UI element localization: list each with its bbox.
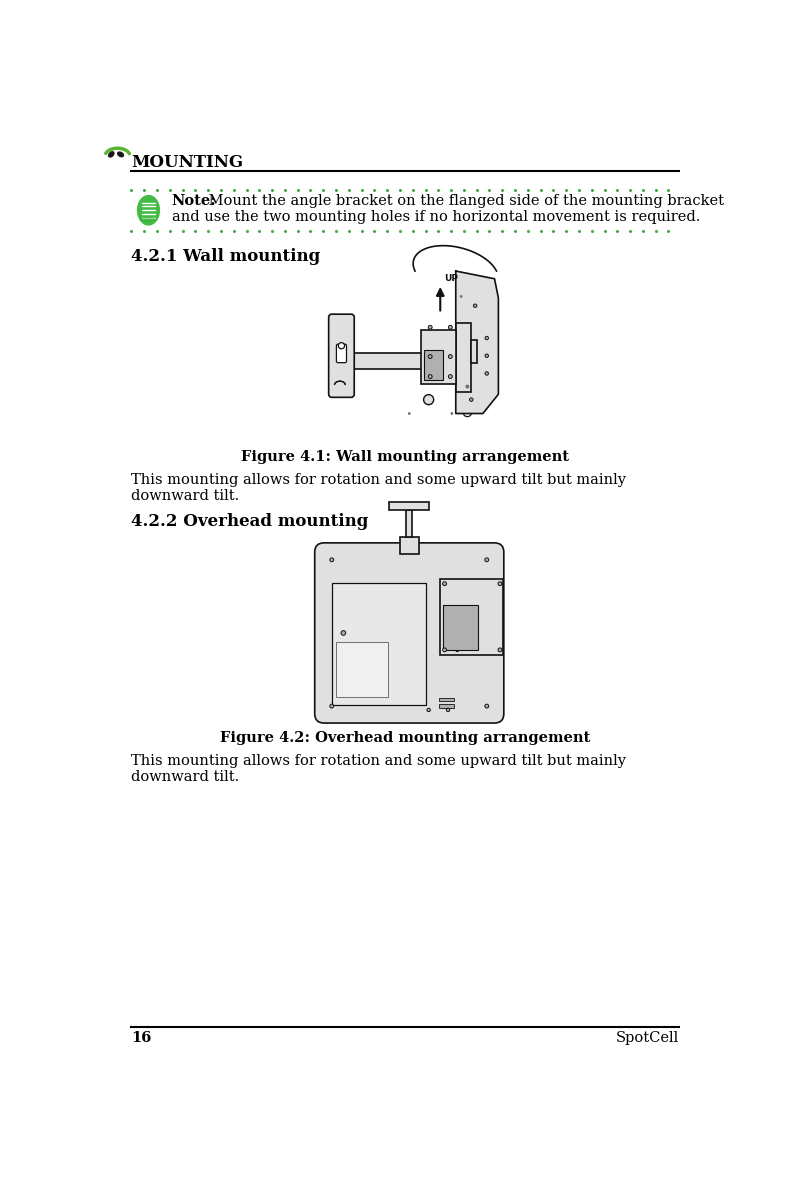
Text: Note:: Note: [172,194,217,208]
Circle shape [485,354,489,358]
Circle shape [448,326,452,329]
Bar [439,697,454,701]
FancyBboxPatch shape [315,543,504,723]
Circle shape [424,394,433,405]
Circle shape [341,631,346,636]
Bar [421,330,456,385]
Text: This mounting allows for rotation and some upward tilt but mainly: This mounting allows for rotation and so… [131,474,626,487]
Text: 4.2.2 Overhead mounting: 4.2.2 Overhead mounting [131,513,369,530]
Bar [400,536,418,554]
Circle shape [498,581,501,586]
Circle shape [428,354,432,359]
Circle shape [448,374,452,379]
Ellipse shape [117,152,124,157]
Ellipse shape [137,195,160,226]
Bar [456,323,471,392]
Text: downward tilt.: downward tilt. [131,771,240,784]
Circle shape [465,385,469,388]
Bar [389,502,430,510]
Circle shape [428,326,432,329]
Text: UP: UP [444,274,458,283]
Circle shape [448,354,452,359]
Circle shape [330,558,334,561]
Circle shape [443,581,447,586]
Text: Figure 4.1: Wall mounting arrangement: Figure 4.1: Wall mounting arrangement [241,450,570,464]
Ellipse shape [140,217,157,221]
Circle shape [485,558,489,561]
Circle shape [428,374,432,379]
Text: 4.2.1 Wall mounting: 4.2.1 Wall mounting [131,247,320,264]
Bar [331,584,426,704]
Bar [347,354,458,369]
Text: Figure 4.2: Overhead mounting arrangement: Figure 4.2: Overhead mounting arrangemen… [220,732,591,745]
Text: downward tilt.: downward tilt. [131,489,240,503]
Bar [439,703,454,708]
Text: Mount the angle bracket on the flanged side of the mounting bracket: Mount the angle bracket on the flanged s… [204,194,725,208]
Text: MOUNTING: MOUNTING [131,154,244,170]
Ellipse shape [108,152,115,157]
Circle shape [451,412,453,414]
Circle shape [485,372,489,375]
Circle shape [485,704,489,708]
Polygon shape [456,271,498,413]
Text: 16: 16 [131,1031,152,1045]
Bar [443,605,478,650]
Circle shape [460,295,463,298]
Circle shape [474,304,477,308]
Bar [336,642,388,697]
Circle shape [456,648,459,651]
Circle shape [330,704,334,708]
Bar [406,510,412,536]
Circle shape [446,708,450,712]
Text: and use the two mounting holes if no horizontal movement is required.: and use the two mounting holes if no hor… [172,211,700,224]
Text: SpotCell: SpotCell [616,1031,679,1045]
Bar [440,579,503,655]
Bar [471,340,478,363]
Text: This mounting allows for rotation and some upward tilt but mainly: This mounting allows for rotation and so… [131,754,626,768]
FancyBboxPatch shape [336,345,346,362]
Circle shape [498,648,501,652]
Circle shape [443,648,447,652]
Circle shape [485,336,489,340]
Circle shape [427,708,430,712]
Circle shape [408,412,411,414]
Circle shape [339,342,345,349]
FancyBboxPatch shape [329,314,354,398]
Circle shape [470,398,473,401]
Bar [424,350,443,380]
Circle shape [456,609,459,612]
